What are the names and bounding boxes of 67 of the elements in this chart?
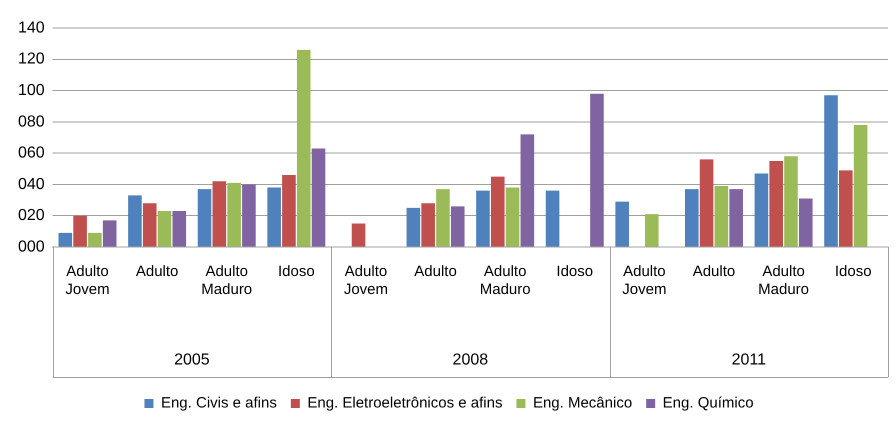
x-tick-label: Adulto Maduro xyxy=(758,263,810,298)
bar xyxy=(490,176,505,246)
bar xyxy=(227,182,241,246)
bar xyxy=(684,189,699,246)
bar xyxy=(436,189,450,246)
bar xyxy=(754,173,768,246)
bar xyxy=(212,181,226,246)
x-tick-label: Adulto Jovem xyxy=(344,263,388,298)
bar xyxy=(158,211,172,246)
y-tick-label: 080 xyxy=(18,113,45,130)
y-tick-label: 000 xyxy=(18,238,45,256)
bar xyxy=(700,159,714,246)
bar xyxy=(476,190,490,246)
bar xyxy=(714,186,728,246)
bar xyxy=(450,206,465,246)
bar xyxy=(546,190,560,246)
text: 2008 xyxy=(452,351,488,368)
legend-label: Eng. Mecânico xyxy=(532,394,632,412)
bar xyxy=(88,232,102,246)
y-tick-label: 120 xyxy=(18,50,45,68)
legend-label: Eng. Civis e afins xyxy=(160,394,277,412)
y-tick-label: 100 xyxy=(18,82,45,99)
bar xyxy=(854,124,868,246)
bar xyxy=(128,195,142,246)
bar xyxy=(352,224,366,246)
bar xyxy=(282,175,296,246)
bar xyxy=(58,232,72,246)
bar xyxy=(798,198,813,246)
y-tick-label: 020 xyxy=(18,207,45,224)
bar xyxy=(838,170,853,246)
x-tick-label: Adulto xyxy=(414,263,457,280)
text: 2011 xyxy=(732,351,766,368)
bar xyxy=(406,208,420,246)
y-tick-label: 060 xyxy=(18,144,45,162)
bar xyxy=(520,134,534,246)
bar xyxy=(769,160,783,246)
bar xyxy=(421,203,435,246)
bar xyxy=(198,189,212,246)
bar xyxy=(590,94,604,246)
bar xyxy=(824,95,838,246)
x-tick-label: Adulto xyxy=(692,263,736,280)
x-tick-label: Adulto Maduro xyxy=(480,263,531,298)
x-tick-label: Idoso xyxy=(278,263,315,280)
y-tick-label: 040 xyxy=(18,176,45,193)
text: 2005 xyxy=(174,351,210,368)
x-tick-label: Adulto Jovem xyxy=(65,263,110,298)
bar xyxy=(172,211,186,246)
y-tick-label: 140 xyxy=(18,19,45,36)
bar xyxy=(784,156,798,246)
x-tick-label: Adulto xyxy=(136,263,178,280)
bar xyxy=(506,188,520,246)
bar xyxy=(142,203,157,246)
x-tick-label: Adulto Maduro xyxy=(201,263,252,298)
x-tick-label: Idoso xyxy=(834,263,872,280)
bar xyxy=(729,189,743,246)
bar xyxy=(267,188,281,246)
bar xyxy=(242,184,256,246)
x-tick-label: Adulto Jovem xyxy=(622,263,666,298)
bar xyxy=(615,202,629,246)
bar xyxy=(73,216,87,246)
bar xyxy=(296,50,311,246)
legend-label: Eng. Eletroeletrônicos e afins xyxy=(307,394,502,412)
bar xyxy=(312,148,326,246)
bar xyxy=(644,214,659,246)
x-tick-label: Idoso xyxy=(556,263,594,280)
bar xyxy=(102,220,116,246)
legend-label: Eng. Químico xyxy=(662,394,754,412)
